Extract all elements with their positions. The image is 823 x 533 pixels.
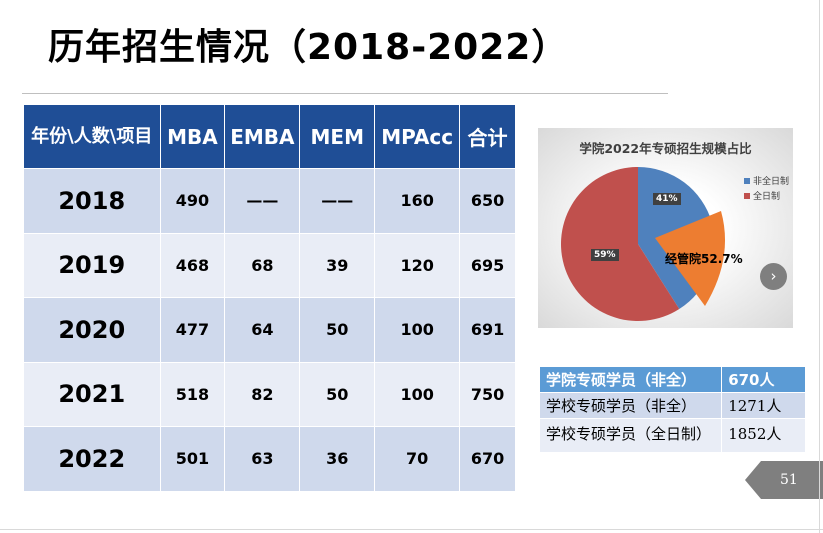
value-cell: —— xyxy=(224,168,301,234)
value-cell: 70 xyxy=(374,426,461,492)
value-cell: 82 xyxy=(224,361,301,427)
header-cell: EMBA xyxy=(224,104,301,169)
data-label: 41% xyxy=(653,193,681,205)
chart-title: 学院2022年专硕招生规模占比 xyxy=(579,141,752,156)
year-cell: 2021 xyxy=(23,361,161,427)
summary-table: 学院专硕学员（非全） 670人 学校专硕学员（非全） 1271人 学校专硕学员（全日… xyxy=(538,366,806,453)
table-row: 2020 477 64 50 100 691 xyxy=(23,297,516,363)
table-row: 2019 468 68 39 120 695 xyxy=(23,232,516,298)
legend-item: 全日制 xyxy=(744,190,789,205)
header-cell: 合计 xyxy=(459,104,516,169)
value-cell: 501 xyxy=(159,426,226,492)
legend-swatch xyxy=(744,193,750,199)
value-cell: 490 xyxy=(159,168,226,234)
pie-svg xyxy=(560,167,726,321)
legend-item: 非全日制 xyxy=(744,175,789,190)
header-cell: 年份\人数\项目 xyxy=(23,104,161,169)
page-number: 51 xyxy=(780,472,798,488)
value-cell: 477 xyxy=(159,297,226,363)
value-cell: 670 xyxy=(459,426,516,492)
value-cell: 64 xyxy=(224,297,301,363)
annotation-label: 经管院52.7% xyxy=(665,252,743,266)
data-label: 59% xyxy=(591,249,619,261)
value-cell: 63 xyxy=(224,426,301,492)
cell: 学校专硕学员（全日制） xyxy=(538,418,723,453)
value-cell: 518 xyxy=(159,361,226,427)
value-cell: 750 xyxy=(459,361,516,427)
page-title: 历年招生情况（2018-2022） xyxy=(48,27,569,68)
next-button[interactable]: › xyxy=(760,263,787,290)
year-cell: 2022 xyxy=(23,426,161,492)
value-cell: 120 xyxy=(374,232,461,298)
value-cell: 100 xyxy=(374,297,461,363)
right-border xyxy=(819,0,820,533)
table-header-row: 年份\人数\项目 MBA EMBA MEM MPAcc 合计 xyxy=(23,104,516,169)
page-number-tab xyxy=(745,461,823,499)
header-cell: MBA xyxy=(159,104,226,169)
value-cell: 691 xyxy=(459,297,516,363)
value-cell: 160 xyxy=(374,168,461,234)
value-cell: 36 xyxy=(299,426,376,492)
legend-label: 非全日制 xyxy=(753,177,790,187)
value-cell: —— xyxy=(299,168,376,234)
cell: 670人 xyxy=(721,366,806,393)
cell: 1852人 xyxy=(721,418,806,453)
table-row: 学校专硕学员（非全） 1271人 xyxy=(538,392,806,419)
value-cell: 68 xyxy=(224,232,301,298)
value-cell: 39 xyxy=(299,232,376,298)
pie-slice xyxy=(560,167,680,321)
value-cell: 50 xyxy=(299,361,376,427)
chart-legend: 非全日制 全日制 xyxy=(744,175,789,205)
value-cell: 100 xyxy=(374,361,461,427)
table-row: 2018 490 —— —— 160 650 xyxy=(23,168,516,234)
legend-swatch xyxy=(744,178,750,184)
highlight-wedge xyxy=(655,211,726,306)
enrollment-table: 年份\人数\项目 MBA EMBA MEM MPAcc 合计 2018 490 ——… xyxy=(23,104,516,492)
table-row: 学院专硕学员（非全） 670人 xyxy=(538,366,806,393)
value-cell: 468 xyxy=(159,232,226,298)
table-row: 2022 501 63 36 70 670 xyxy=(23,426,516,492)
title-divider xyxy=(22,93,668,94)
year-cell: 2018 xyxy=(23,168,161,234)
header-cell: MEM xyxy=(299,104,376,169)
pie-chart: 学院2022年专硕招生规模占比 非全日制 全日制 41% 59% 经管院52.7… xyxy=(538,128,793,328)
table-row: 学校专硕学员（全日制） 1852人 xyxy=(538,418,806,453)
year-cell: 2020 xyxy=(23,297,161,363)
year-cell: 2019 xyxy=(23,232,161,298)
cell: 学校专硕学员（非全） xyxy=(538,392,723,419)
value-cell: 50 xyxy=(299,297,376,363)
value-cell: 650 xyxy=(459,168,516,234)
cell: 1271人 xyxy=(721,392,806,419)
value-cell: 695 xyxy=(459,232,516,298)
cell: 学院专硕学员（非全） xyxy=(538,366,723,393)
table-row: 2021 518 82 50 100 750 xyxy=(23,361,516,427)
header-cell: MPAcc xyxy=(374,104,461,169)
legend-label: 全日制 xyxy=(753,192,781,202)
bottom-border xyxy=(0,529,823,530)
